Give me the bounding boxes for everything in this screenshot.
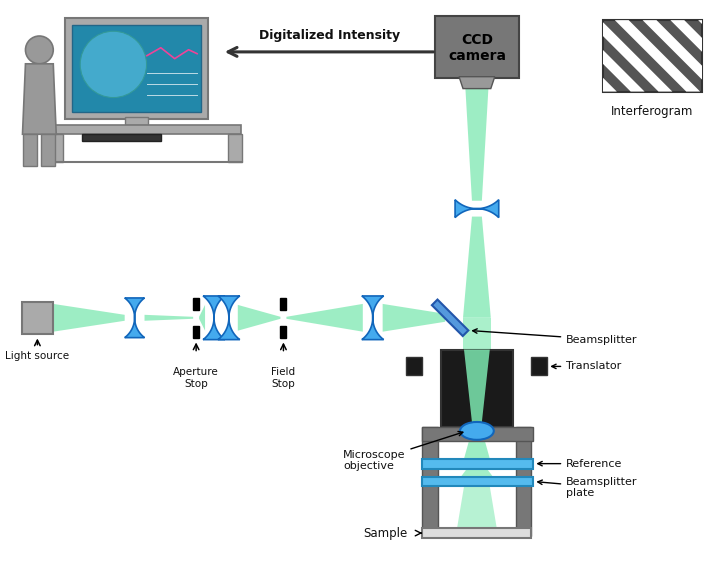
Polygon shape	[463, 217, 491, 318]
Bar	[422, 476, 533, 486]
Text: Reference: Reference	[538, 459, 623, 469]
FancyBboxPatch shape	[65, 18, 208, 120]
Text: Interferogram: Interferogram	[611, 106, 694, 118]
Bar	[516, 427, 531, 536]
Polygon shape	[671, 20, 718, 92]
Polygon shape	[383, 304, 445, 332]
Polygon shape	[125, 298, 144, 338]
Polygon shape	[463, 318, 491, 350]
Bar	[228, 134, 242, 162]
Bar	[82, 134, 162, 141]
Bar	[441, 350, 513, 427]
Text: Beamsplitter: Beamsplitter	[472, 329, 638, 345]
Polygon shape	[457, 486, 497, 528]
Text: Field
Stop: Field Stop	[271, 367, 296, 389]
Polygon shape	[238, 305, 281, 331]
Text: Microscope
objective: Microscope objective	[343, 431, 463, 472]
Polygon shape	[504, 20, 589, 92]
Polygon shape	[559, 20, 645, 92]
Bar	[281, 326, 286, 338]
Polygon shape	[643, 20, 718, 92]
Ellipse shape	[460, 422, 494, 440]
Polygon shape	[286, 304, 363, 332]
Circle shape	[25, 36, 53, 64]
Polygon shape	[531, 20, 617, 92]
Text: Beamsplitter
plate: Beamsplitter plate	[538, 477, 638, 498]
Bar	[531, 357, 547, 375]
Polygon shape	[587, 20, 672, 92]
Polygon shape	[698, 20, 718, 92]
Bar	[422, 427, 533, 441]
Polygon shape	[432, 300, 468, 336]
Bar	[42, 134, 55, 166]
Text: Translator: Translator	[551, 361, 622, 371]
Bar	[24, 134, 37, 166]
Bar	[47, 125, 241, 134]
Polygon shape	[455, 200, 499, 217]
Bar	[422, 427, 438, 536]
Text: camera: camera	[448, 49, 506, 63]
Bar	[50, 134, 63, 162]
Polygon shape	[459, 77, 495, 89]
Text: Aperture
Stop: Aperture Stop	[173, 367, 219, 389]
Polygon shape	[461, 469, 493, 476]
Bar	[193, 326, 199, 338]
Bar	[193, 298, 199, 310]
Polygon shape	[464, 441, 490, 459]
Bar	[281, 298, 286, 310]
Polygon shape	[464, 350, 490, 422]
Text: Light source: Light source	[5, 350, 70, 360]
Polygon shape	[144, 315, 193, 321]
Polygon shape	[218, 296, 240, 340]
Bar	[22, 302, 53, 333]
FancyBboxPatch shape	[435, 16, 518, 78]
Bar	[72, 25, 201, 113]
Bar	[406, 357, 422, 375]
Polygon shape	[22, 64, 56, 134]
Bar	[125, 117, 149, 125]
Polygon shape	[476, 20, 561, 92]
Polygon shape	[203, 296, 225, 340]
Polygon shape	[465, 82, 489, 201]
Polygon shape	[199, 305, 205, 331]
Text: CCD: CCD	[461, 33, 493, 47]
Bar	[422, 459, 533, 469]
Bar	[603, 20, 702, 92]
Polygon shape	[615, 20, 700, 92]
Bar	[422, 528, 531, 538]
Polygon shape	[362, 296, 383, 340]
Polygon shape	[53, 304, 125, 332]
Circle shape	[80, 31, 146, 97]
Text: Sample: Sample	[363, 526, 407, 540]
Text: Digitalized Intensity: Digitalized Intensity	[258, 29, 400, 42]
